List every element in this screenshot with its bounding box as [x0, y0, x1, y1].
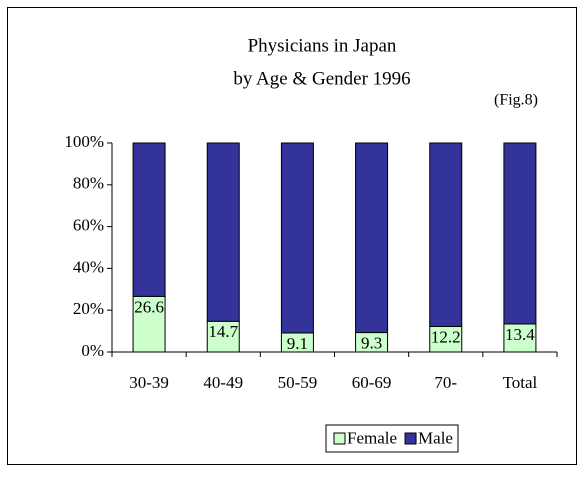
y-tick-label: 40% — [73, 257, 104, 276]
x-tick-label: 50-59 — [278, 373, 318, 392]
legend-label: Female — [347, 428, 397, 447]
chart-title: Physicians in Japan — [248, 35, 397, 56]
y-tick-label: 80% — [73, 174, 104, 193]
data-label: 9.3 — [361, 333, 382, 352]
bar-segment — [206, 142, 240, 322]
bar-segment — [355, 142, 389, 334]
y-tick-label: 60% — [73, 216, 104, 235]
legend-label: Male — [418, 428, 453, 447]
chart-subtitle: by Age & Gender 1996 — [233, 68, 410, 89]
y-tick-label: 20% — [73, 299, 104, 318]
data-label: 26.6 — [134, 297, 164, 316]
bar-segment — [132, 142, 166, 297]
data-label: 13.4 — [505, 325, 535, 344]
data-label: 12.2 — [431, 327, 461, 346]
x-tick-label: 60-69 — [352, 373, 392, 392]
bar-segment — [503, 142, 537, 325]
bar-segment — [206, 320, 240, 353]
bar-segment — [280, 142, 314, 334]
x-tick-label: Total — [503, 373, 538, 392]
x-tick-label: 30-39 — [129, 373, 169, 392]
data-label: 14.7 — [208, 322, 238, 341]
legend-box — [325, 424, 459, 453]
data-label: 9.1 — [287, 334, 308, 353]
legend-swatch — [404, 432, 417, 445]
bar-segment — [132, 295, 166, 353]
bar-segment — [429, 142, 463, 328]
x-tick-label: 40-49 — [203, 373, 243, 392]
legend-swatch — [333, 432, 346, 445]
annotation: (Fig.8) — [494, 92, 538, 109]
y-tick-label: 0% — [81, 341, 104, 360]
y-tick-label: 100% — [64, 132, 104, 151]
x-tick-label: 70- — [434, 373, 457, 392]
